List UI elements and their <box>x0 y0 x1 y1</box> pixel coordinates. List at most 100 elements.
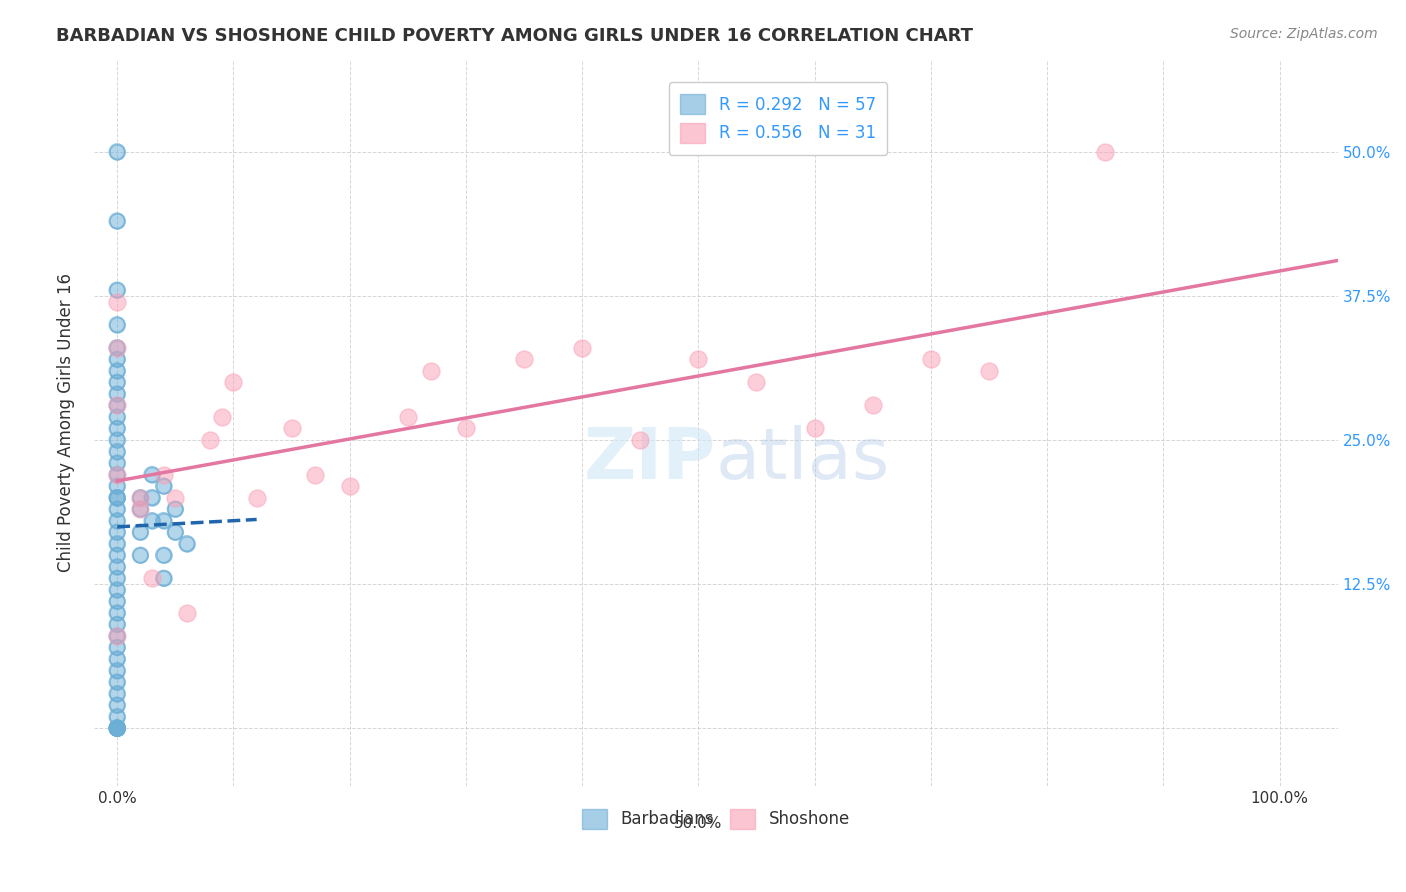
Point <box>152 571 174 585</box>
Point <box>105 559 128 574</box>
Point <box>246 491 269 505</box>
Y-axis label: Child Poverty Among Girls Under 16: Child Poverty Among Girls Under 16 <box>58 273 75 572</box>
Point <box>105 283 128 297</box>
Point <box>105 675 128 690</box>
Text: ZIP: ZIP <box>583 425 716 493</box>
Point <box>105 214 128 228</box>
Point <box>105 687 128 701</box>
Point <box>105 640 128 655</box>
Point <box>339 479 361 493</box>
Point <box>141 514 163 528</box>
Point <box>105 675 128 690</box>
Point <box>105 433 128 447</box>
Point <box>129 491 152 505</box>
Point <box>129 491 152 505</box>
Point <box>105 387 128 401</box>
Point <box>141 491 163 505</box>
Text: BARBADIAN VS SHOSHONE CHILD POVERTY AMONG GIRLS UNDER 16 CORRELATION CHART: BARBADIAN VS SHOSHONE CHILD POVERTY AMON… <box>56 27 973 45</box>
Point <box>105 606 128 620</box>
Point <box>152 514 174 528</box>
Point <box>105 467 128 482</box>
Point <box>454 421 477 435</box>
Point <box>105 502 128 516</box>
Point <box>165 502 187 516</box>
Point <box>165 525 187 540</box>
Point <box>105 537 128 551</box>
Point <box>105 721 128 735</box>
Point <box>105 341 128 355</box>
Point <box>105 376 128 390</box>
Point <box>571 341 593 355</box>
Point <box>105 709 128 723</box>
Point <box>141 491 163 505</box>
Point <box>105 582 128 597</box>
Point <box>105 640 128 655</box>
Point <box>105 548 128 562</box>
Point <box>105 721 128 735</box>
Point <box>105 721 128 735</box>
Point <box>152 548 174 562</box>
Point <box>222 376 245 390</box>
Point <box>152 467 174 482</box>
Point <box>105 421 128 435</box>
Point <box>105 145 128 159</box>
Point <box>141 467 163 482</box>
Point <box>105 582 128 597</box>
Point <box>105 502 128 516</box>
Point <box>628 433 651 447</box>
Point <box>152 479 174 493</box>
Point <box>105 617 128 632</box>
Point <box>105 525 128 540</box>
Point <box>105 444 128 458</box>
Point <box>165 525 187 540</box>
Point <box>105 525 128 540</box>
Text: 50.0%: 50.0% <box>673 816 723 831</box>
Point <box>105 629 128 643</box>
Point <box>396 409 419 424</box>
Point <box>129 548 152 562</box>
Point <box>105 433 128 447</box>
Point <box>152 548 174 562</box>
Point <box>920 352 942 367</box>
Point <box>105 537 128 551</box>
Point <box>304 467 326 482</box>
Point <box>105 721 128 735</box>
Point <box>105 698 128 712</box>
Point <box>165 491 187 505</box>
Point <box>198 433 221 447</box>
Point <box>165 502 187 516</box>
Point <box>105 721 128 735</box>
Point <box>105 652 128 666</box>
Point <box>105 145 128 159</box>
Point <box>105 318 128 332</box>
Legend: Barbadians, Shoshone: Barbadians, Shoshone <box>575 802 856 836</box>
Point <box>105 341 128 355</box>
Point <box>129 491 152 505</box>
Point <box>105 687 128 701</box>
Point <box>105 456 128 470</box>
Point <box>105 456 128 470</box>
Point <box>105 571 128 585</box>
Point <box>105 698 128 712</box>
Point <box>129 502 152 516</box>
Point <box>280 421 302 435</box>
Point <box>1094 145 1116 159</box>
Point <box>152 479 174 493</box>
Point <box>105 721 128 735</box>
Point <box>105 376 128 390</box>
Point <box>105 491 128 505</box>
Point <box>105 364 128 378</box>
Point <box>129 525 152 540</box>
Point <box>105 721 128 735</box>
Point <box>105 479 128 493</box>
Point <box>105 514 128 528</box>
Point <box>105 444 128 458</box>
Point <box>152 514 174 528</box>
Point <box>105 709 128 723</box>
Point <box>105 214 128 228</box>
Point <box>105 594 128 608</box>
Point <box>105 283 128 297</box>
Point <box>105 364 128 378</box>
Point <box>105 721 128 735</box>
Point <box>105 594 128 608</box>
